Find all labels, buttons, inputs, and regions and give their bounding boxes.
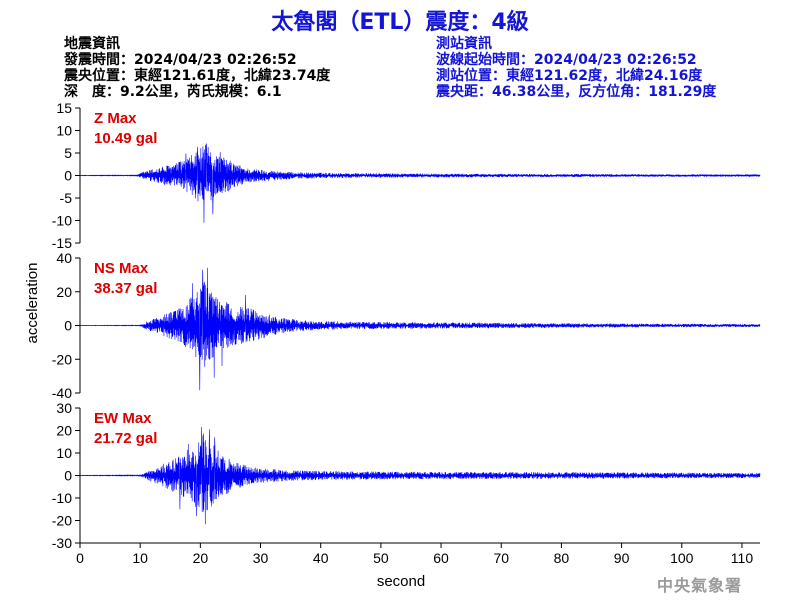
y-tick-label: -20 bbox=[52, 351, 72, 367]
y-tick-label: 0 bbox=[64, 468, 72, 484]
y-tick-label: 20 bbox=[56, 423, 72, 439]
epicenter-location: 震央位置：東經121.61度，北緯23.74度 bbox=[64, 68, 331, 84]
panel-z: 15 10 5 0 -5 -10 -15 Z Max 10.49 gal bbox=[52, 100, 761, 251]
y-tick-label: 20 bbox=[56, 284, 72, 300]
x-tick-label: 60 bbox=[433, 550, 449, 566]
x-axis-label: second bbox=[377, 573, 425, 590]
y-axis-label: acceleration bbox=[24, 263, 41, 344]
y-tick-label: 30 bbox=[56, 400, 72, 416]
x-tick-label: 100 bbox=[670, 550, 694, 566]
x-tick-label: 10 bbox=[132, 550, 148, 566]
max-label-ns: NS Max bbox=[94, 260, 149, 277]
waveform-ew bbox=[79, 427, 761, 525]
max-label-ew: EW Max bbox=[94, 410, 152, 427]
depth-magnitude: 深 度：9.2公里，芮氏規模：6.1 bbox=[64, 84, 282, 100]
station-info-heading: 測站資訊 bbox=[436, 36, 492, 52]
station-location: 測站位置：東經121.62度，北緯24.16度 bbox=[436, 68, 703, 84]
x-tick-label: 30 bbox=[253, 550, 269, 566]
max-value-ns: 38.37 gal bbox=[94, 280, 157, 297]
waveform-ns bbox=[79, 267, 761, 391]
y-tick-label: 0 bbox=[64, 168, 72, 184]
event-info-heading: 地震資訊 bbox=[64, 36, 120, 52]
y-tick-label: -30 bbox=[52, 535, 72, 551]
x-tick-label: 80 bbox=[554, 550, 570, 566]
y-tick-label: 15 bbox=[56, 100, 72, 116]
x-tick-label: 0 bbox=[76, 550, 84, 566]
y-tick-label: 40 bbox=[56, 250, 72, 266]
y-tick-label: 0 bbox=[64, 318, 72, 334]
y-tick-label: -20 bbox=[52, 513, 72, 529]
origin-time: 發震時間：2024/04/23 02:26:52 bbox=[64, 52, 297, 68]
panel-ew: 30 20 10 0 -10 -20 -30 EW Max 21.72 gal bbox=[52, 400, 761, 551]
x-tick-label: 70 bbox=[493, 550, 509, 566]
y-tick-label: -15 bbox=[52, 235, 72, 251]
epicentral-distance: 震央距：46.38公里，反方位角：181.29度 bbox=[436, 84, 717, 100]
y-tick-label: -10 bbox=[52, 213, 72, 229]
x-tick-label: 110 bbox=[731, 550, 754, 566]
waveform-z bbox=[79, 143, 761, 223]
max-value-ew: 21.72 gal bbox=[94, 430, 157, 447]
y-tick-label: -10 bbox=[52, 490, 72, 506]
y-tick-label: 10 bbox=[56, 445, 72, 461]
x-tick-label: 90 bbox=[614, 550, 630, 566]
x-tick-label: 50 bbox=[373, 550, 389, 566]
page-title: 太魯閣（ETL）震度：4級 bbox=[271, 10, 529, 35]
y-tick-label: -40 bbox=[52, 385, 72, 401]
max-value-z: 10.49 gal bbox=[94, 130, 157, 147]
max-label-z: Z Max bbox=[94, 110, 137, 127]
waveform-start-time: 波線起始時間：2024/04/23 02:26:52 bbox=[436, 52, 697, 68]
station-info-block: 測站資訊 波線起始時間：2024/04/23 02:26:52 測站位置：東經1… bbox=[436, 36, 716, 100]
x-tick-label: 20 bbox=[193, 550, 209, 566]
y-tick-label: 10 bbox=[56, 123, 72, 139]
x-tick-label: 40 bbox=[313, 550, 329, 566]
y-tick-label: -5 bbox=[60, 190, 73, 206]
y-tick-label: 5 bbox=[64, 145, 72, 161]
event-info-block: 地震資訊 發震時間：2024/04/23 02:26:52 震央位置：東經121… bbox=[64, 36, 330, 100]
panel-ns: 40 20 0 -20 -40 NS Max 38.37 gal bbox=[52, 250, 761, 401]
cwa-watermark: 中央氣象署 bbox=[657, 576, 743, 595]
